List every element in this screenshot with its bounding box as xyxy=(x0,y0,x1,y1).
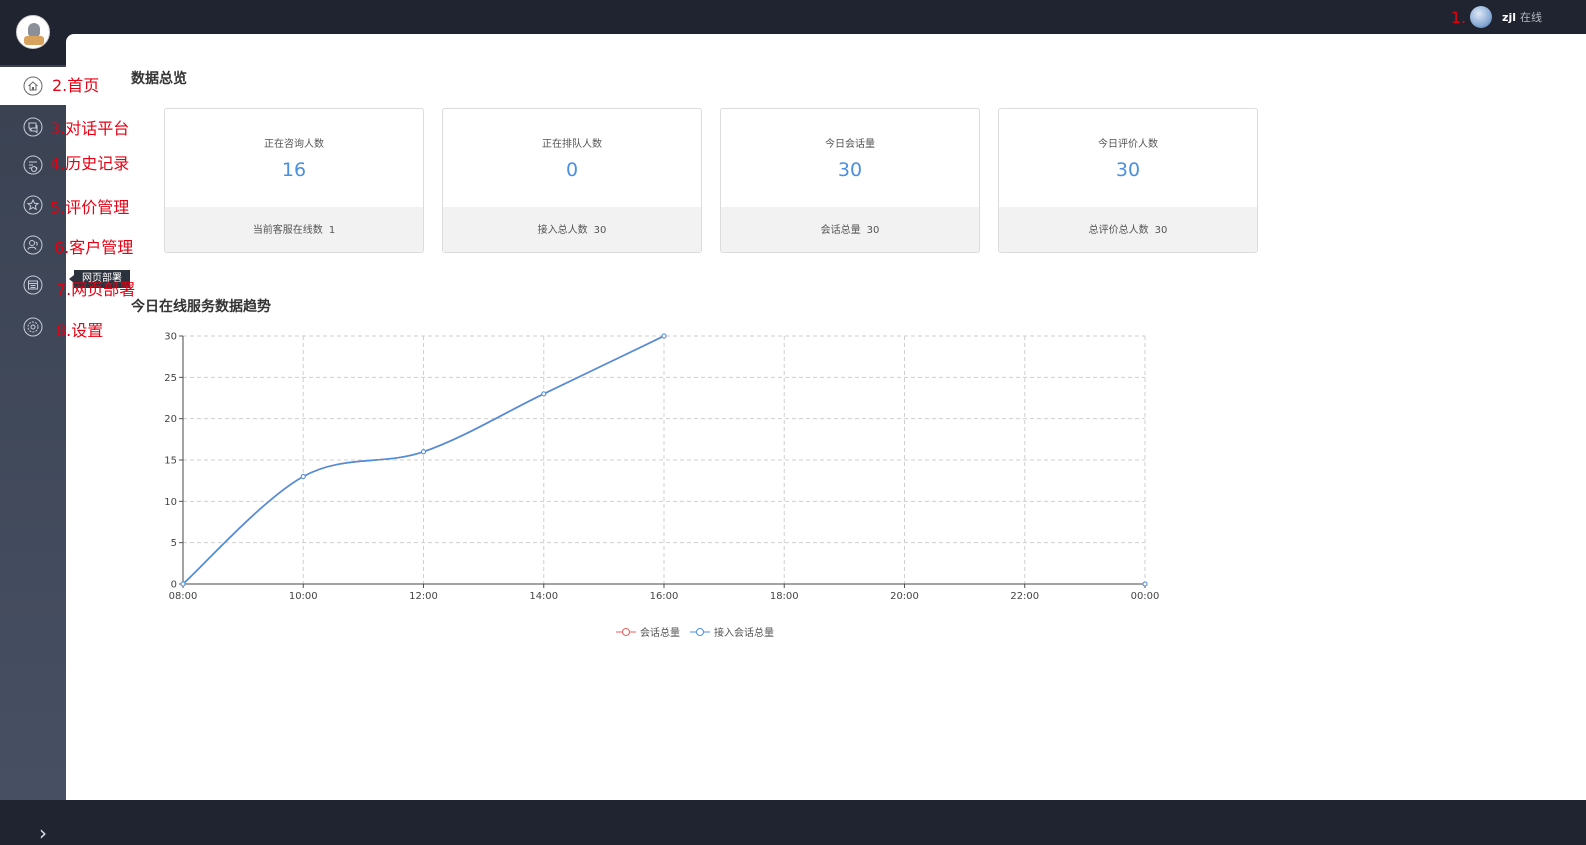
sidebar-tooltip: 网页部署 xyxy=(69,270,130,288)
card-foot-label: 总评价总人数 xyxy=(1088,225,1149,236)
y-tick-label: 5 xyxy=(171,538,177,549)
sidebar-label-customer: 6.客户管理 xyxy=(54,238,134,257)
data-point xyxy=(541,391,547,397)
card-foot-value: 30 xyxy=(593,225,607,236)
sidebar-label-chat: 3.对话平台 xyxy=(50,119,130,138)
user-status: 在线 xyxy=(1520,11,1542,24)
logo[interactable] xyxy=(16,15,50,49)
trend-title: 今日在线服务数据趋势 xyxy=(131,299,271,315)
customer-icon xyxy=(23,235,43,255)
overview-title: 数据总览 xyxy=(131,71,187,87)
x-tick-label: 12:00 xyxy=(409,591,438,602)
card-footer: 当前客服在线数 1 xyxy=(165,207,423,252)
card-foot-value: 30 xyxy=(866,225,880,236)
data-point xyxy=(661,333,667,339)
card-footer: 接入总人数 30 xyxy=(443,207,701,252)
legend-item[interactable]: 接入会话总量 xyxy=(690,624,774,639)
data-point xyxy=(180,581,186,587)
sidebar-item-chat[interactable] xyxy=(0,107,66,147)
sidebar-item-settings[interactable] xyxy=(0,307,66,347)
x-tick-label: 08:00 xyxy=(169,591,198,602)
sidebar-label-home: 2.首页 xyxy=(52,76,100,95)
sidebar-item-home[interactable] xyxy=(0,67,66,105)
card-foot-label: 当前客服在线数 xyxy=(252,225,323,236)
annotation-label: 1. xyxy=(1450,7,1467,27)
sidebar-label-webpage: 7.网页部署 xyxy=(56,280,136,299)
chat-icon xyxy=(23,117,43,137)
trend-chart: 0 5 10 15 20 25 30 08:00 10:00 12:00 14:00 16:00 18:… xyxy=(164,332,1160,603)
card-value: 30 xyxy=(837,159,863,181)
stat-card-ratings: 今日评价人数 30 总评价总人数 30 xyxy=(998,108,1258,253)
data-point xyxy=(300,474,306,480)
x-tick-label: 22:00 xyxy=(1010,591,1039,602)
top-bar: 1. zjl 在线 xyxy=(0,0,1586,34)
card-label: 正在排队人数 xyxy=(542,139,602,150)
history-icon xyxy=(23,155,43,175)
card-foot-value: 1 xyxy=(328,225,336,236)
x-tick-label: 14:00 xyxy=(529,591,558,602)
card-value: 30 xyxy=(1115,159,1141,181)
x-tick-label: 18:00 xyxy=(770,591,799,602)
user-avatar[interactable] xyxy=(1470,6,1493,28)
data-point xyxy=(1142,581,1148,587)
card-label: 今日评价人数 xyxy=(1098,139,1158,150)
sidebar-label-rating: 5.评价管理 xyxy=(50,198,130,217)
legend-label: 接入会话总量 xyxy=(714,628,774,639)
x-tick-label: 10:00 xyxy=(289,591,318,602)
main-content: 数据总览 正在咨询人数 16 当前客服在线数 1 正在排队人数 0 接入总人数 30… xyxy=(66,34,1586,800)
card-value: 0 xyxy=(565,159,579,181)
webpage-icon xyxy=(23,275,43,295)
x-tick-label: 20:00 xyxy=(890,591,919,602)
stat-card-queue: 正在排队人数 0 接入总人数 30 xyxy=(442,108,702,253)
x-tick-label: 00:00 xyxy=(1131,591,1160,602)
y-tick-label: 20 xyxy=(164,414,177,425)
card-value: 16 xyxy=(281,159,307,181)
legend-swatch xyxy=(690,627,710,636)
card-label: 今日会话量 xyxy=(825,139,875,150)
y-tick-label: 30 xyxy=(164,332,177,343)
legend-swatch xyxy=(616,627,636,636)
y-tick-label: 25 xyxy=(164,373,177,384)
user-info[interactable]: 1. zjl 在线 xyxy=(1451,6,1542,28)
card-footer: 总评价总人数 30 xyxy=(999,207,1257,252)
sidebar-item-history[interactable] xyxy=(0,145,66,185)
card-foot-value: 30 xyxy=(1154,225,1168,236)
chart-legend: 会话总量 接入会话总量 xyxy=(616,624,784,639)
sidebar: › xyxy=(0,65,66,843)
settings-icon xyxy=(23,317,43,337)
legend-label: 会话总量 xyxy=(640,628,680,639)
card-foot-label: 会话总量 xyxy=(820,225,861,236)
sidebar-item-webpage[interactable] xyxy=(0,265,66,305)
x-tick-label: 16:00 xyxy=(650,591,679,602)
sidebar-label-settings: 8.设置 xyxy=(56,321,104,340)
legend-item[interactable]: 会话总量 xyxy=(616,624,680,639)
stat-card-sessions: 今日会话量 30 会话总量 30 xyxy=(720,108,980,253)
sidebar-item-rating[interactable] xyxy=(0,185,66,225)
home-icon xyxy=(23,76,43,96)
sidebar-label-history: 4.历史记录 xyxy=(50,154,130,173)
star-icon xyxy=(23,195,43,215)
y-tick-label: 10 xyxy=(164,497,177,508)
stat-card-consulting: 正在咨询人数 16 当前客服在线数 1 xyxy=(164,108,424,253)
data-point xyxy=(421,449,426,455)
y-tick-label: 0 xyxy=(171,580,177,591)
card-label: 正在咨询人数 xyxy=(264,139,324,150)
logo-base xyxy=(24,36,44,45)
card-footer: 会话总量 30 xyxy=(721,207,979,252)
sidebar-item-customer[interactable] xyxy=(0,225,66,265)
user-name: zjl xyxy=(1502,10,1516,24)
card-foot-label: 接入总人数 xyxy=(537,225,588,236)
logo-figure xyxy=(28,23,40,37)
chevron-right-icon[interactable]: › xyxy=(39,821,47,845)
y-tick-label: 15 xyxy=(164,456,177,467)
